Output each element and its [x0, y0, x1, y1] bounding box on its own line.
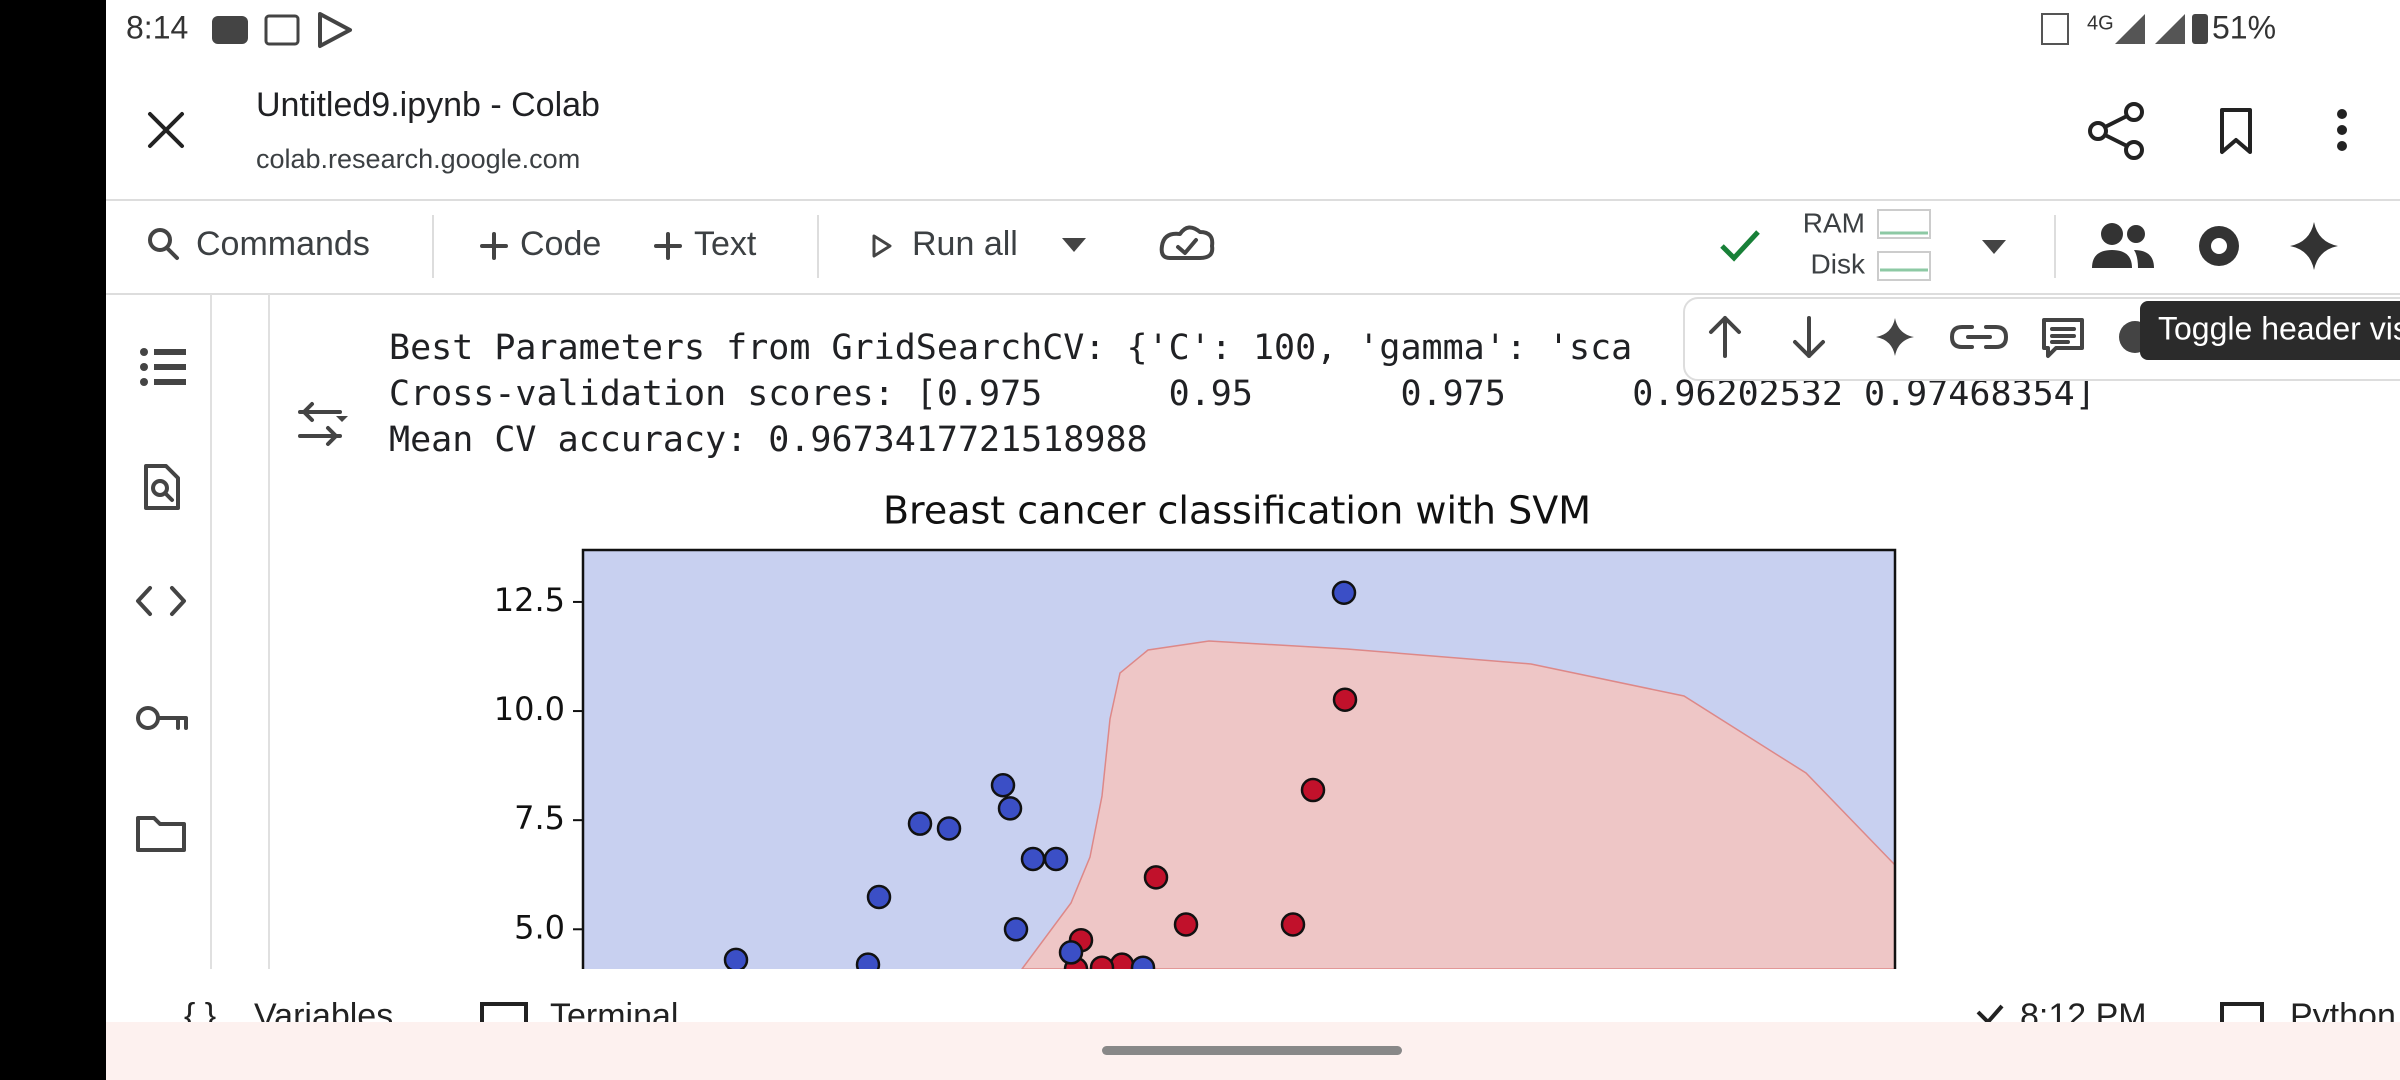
- page-url: colab.research.google.com: [256, 144, 580, 174]
- files-button[interactable]: [136, 816, 186, 852]
- share-notebook[interactable]: [2092, 223, 2154, 268]
- plot-frame: [581, 548, 1897, 969]
- y-tick-label: 12.5: [494, 581, 565, 619]
- chart: Breast cancer classification with SVM 5.…: [494, 489, 1897, 969]
- point: [1020, 846, 1046, 872]
- move-down-button[interactable]: [1793, 316, 1825, 358]
- toc-button[interactable]: [140, 348, 186, 386]
- point: [990, 773, 1016, 798]
- point: [1043, 846, 1069, 872]
- point: [723, 947, 749, 969]
- point: [855, 952, 881, 969]
- tooltip: [2140, 301, 2400, 360]
- point: [1089, 955, 1115, 969]
- commands-label: Commands: [196, 225, 370, 263]
- commands-button[interactable]: Commands: [148, 225, 370, 263]
- point: [936, 816, 962, 841]
- chart-title: Breast cancer classification with SVM: [883, 489, 1591, 533]
- status-battery: 51%: [2212, 9, 2276, 45]
- output-actions[interactable]: [298, 402, 348, 446]
- home-handle[interactable]: [1102, 1046, 1402, 1055]
- status-time: 8:14: [126, 9, 188, 45]
- share-button[interactable]: [2088, 102, 2144, 160]
- point: [1130, 955, 1156, 969]
- text-label: Text: [694, 225, 757, 263]
- run-all-button[interactable]: Run all: [872, 225, 1018, 263]
- status-icon: [212, 16, 248, 44]
- move-up-button[interactable]: [1709, 316, 1741, 358]
- resources-menu[interactable]: [1982, 240, 2006, 254]
- signal-icon: [2155, 14, 2185, 44]
- point: [1300, 777, 1326, 803]
- signal-icon: [2115, 14, 2145, 44]
- point: [866, 884, 892, 910]
- gemini-cell-button[interactable]: [1876, 318, 1914, 356]
- point: [1058, 940, 1084, 965]
- add-code-button[interactable]: Code: [480, 225, 601, 263]
- code-snippets-button[interactable]: [136, 586, 186, 616]
- left-edge: [0, 0, 106, 1080]
- point: [1332, 687, 1358, 712]
- tooltip-text: Toggle header vis: [2158, 310, 2400, 346]
- page-title: Untitled9.ipynb - Colab: [256, 86, 600, 124]
- bottom-bar: [106, 969, 2400, 1022]
- y-tick-label: 10.0: [494, 690, 565, 728]
- close-button[interactable]: [148, 112, 184, 148]
- drive-status[interactable]: [1159, 225, 1215, 260]
- decision-region: [1021, 640, 1896, 969]
- y-tick-label: 7.5: [514, 799, 565, 837]
- more-button[interactable]: [2337, 109, 2347, 151]
- point: [907, 811, 933, 836]
- battery-icon: [2192, 14, 2208, 44]
- code-label: Code: [520, 225, 601, 263]
- run-menu[interactable]: [1062, 238, 1086, 252]
- ram-label: RAM: [1803, 207, 1865, 238]
- disk-meter: [1877, 251, 1931, 281]
- point: [1280, 912, 1306, 937]
- y-tick-label: 5.0: [514, 908, 565, 946]
- run-all-label: Run all: [912, 225, 1018, 263]
- volte-icon: [2041, 13, 2069, 45]
- add-text-button[interactable]: Text: [654, 225, 757, 263]
- output-line: Best Parameters from GridSearchCV: {'C':…: [389, 328, 1632, 368]
- gemini-button[interactable]: [2290, 222, 2338, 270]
- connected-check: [1720, 230, 1760, 262]
- output-line: Mean CV accuracy: 0.9673417721518988: [389, 420, 1148, 460]
- settings-button[interactable]: [2199, 226, 2239, 266]
- point: [997, 796, 1023, 821]
- status-icon: [318, 12, 352, 48]
- point: [1173, 912, 1199, 937]
- point: [1003, 917, 1029, 942]
- link-button[interactable]: [1950, 325, 2008, 349]
- secrets-button[interactable]: [136, 706, 188, 730]
- point: [1331, 580, 1357, 606]
- disk-label: Disk: [1811, 248, 1866, 279]
- point: [1143, 865, 1169, 890]
- ram-meter: [1877, 209, 1931, 239]
- comment-button[interactable]: [2042, 318, 2084, 358]
- find-button[interactable]: [144, 464, 180, 510]
- status-icon: [264, 14, 300, 46]
- bookmark-button[interactable]: [2220, 108, 2252, 154]
- status-network: 4G: [2087, 12, 2114, 34]
